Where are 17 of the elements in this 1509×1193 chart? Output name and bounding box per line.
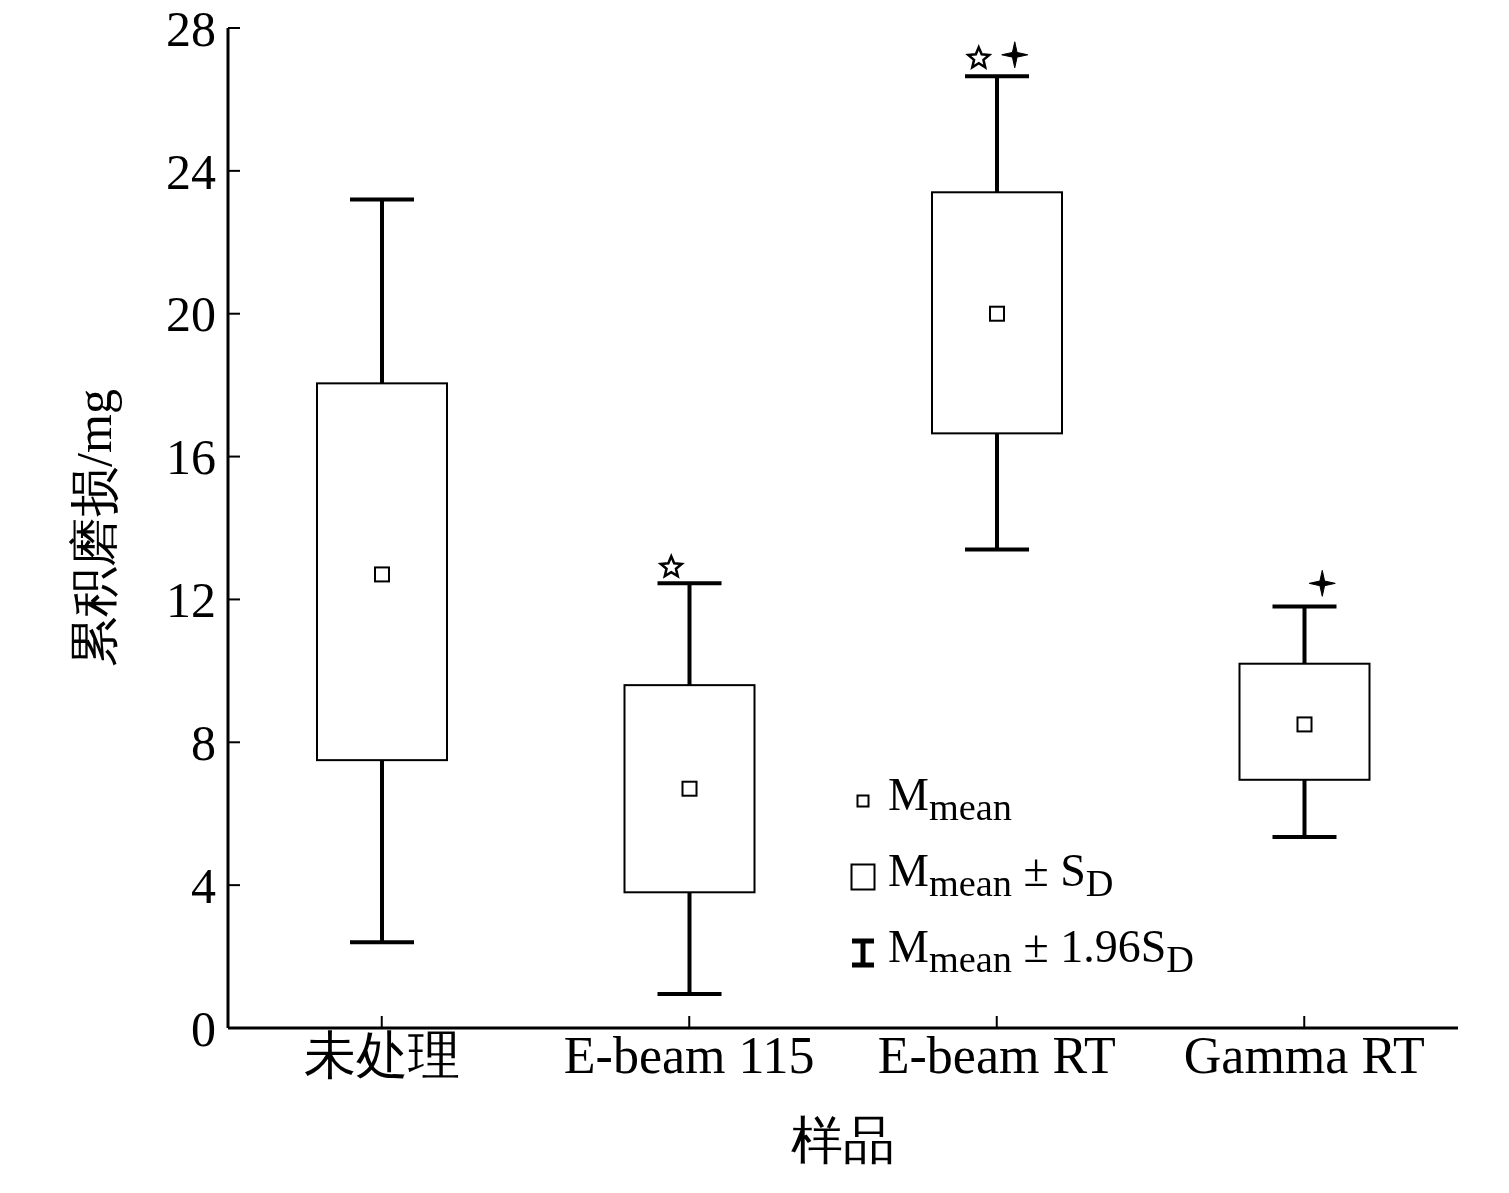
y-tick-label: 4 [191, 857, 216, 914]
y-tick-label: 20 [166, 286, 216, 343]
annotation: M$_{mean}$ ± S$_{D}$ [888, 844, 1114, 907]
annotation: M$_{mean}$ ± 1.96S$_{D}$ [888, 920, 1194, 983]
y-tick-label: 12 [166, 572, 216, 629]
x-tick-label: 未处理 [303, 1026, 460, 1084]
y-tick-label: 8 [191, 715, 216, 772]
y-tick-label: 28 [166, 0, 216, 57]
annotation: M$_{mean}$ [888, 768, 1012, 831]
x-tick-label: E-beam 115 [563, 1026, 815, 1084]
x-tick-label: Gamma RT [1183, 1026, 1425, 1084]
y-tick-label: 16 [166, 429, 216, 486]
x-tick-label: E-beam RT [877, 1026, 1116, 1084]
x-axis-title: 样品 [791, 1112, 895, 1169]
y-axis-title: 累积磨损/mg [65, 389, 122, 667]
y-tick-label: 24 [166, 143, 216, 200]
y-tick-label: 0 [191, 1000, 216, 1057]
